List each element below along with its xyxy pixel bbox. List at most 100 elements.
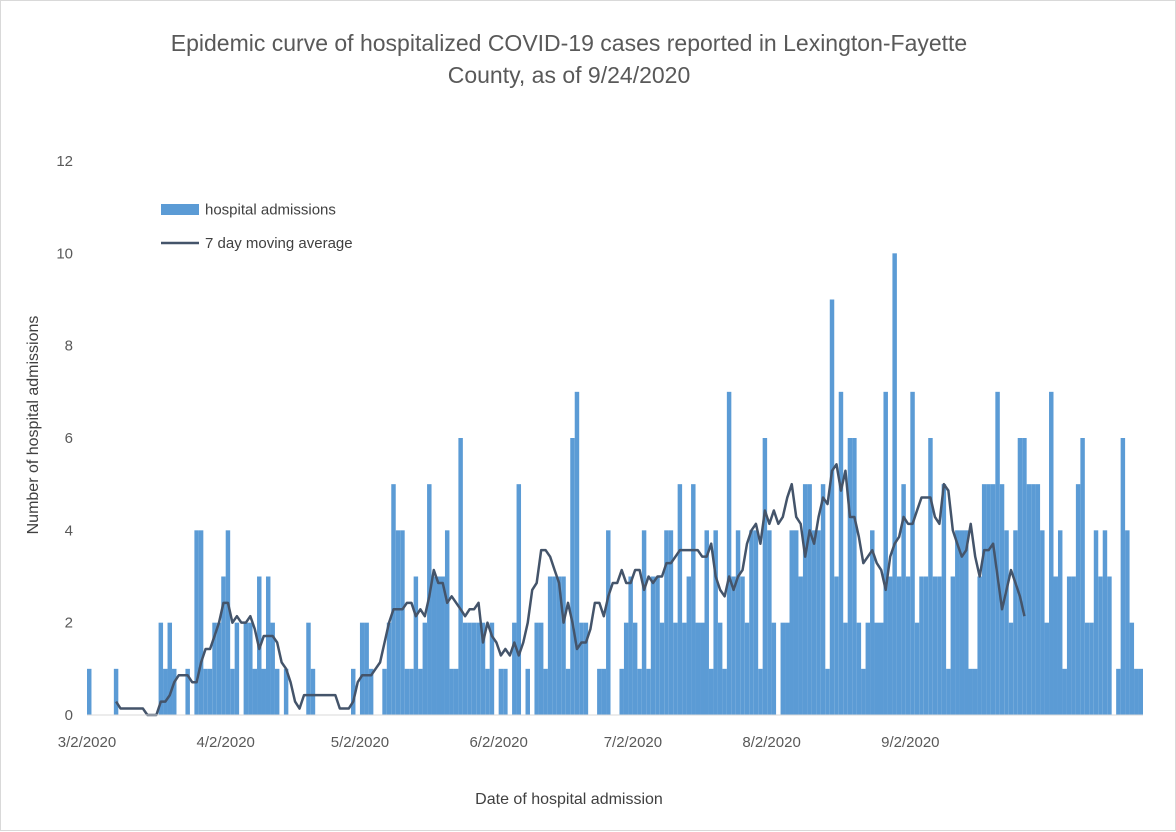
y-tick-label: 2 bbox=[65, 615, 73, 632]
bar bbox=[852, 438, 857, 715]
bar bbox=[735, 530, 741, 715]
bar bbox=[87, 668, 92, 715]
bar bbox=[762, 438, 768, 715]
bar bbox=[847, 438, 853, 715]
bar bbox=[261, 668, 266, 715]
bar bbox=[485, 668, 490, 715]
x-axis-label: Date of hospital admission bbox=[475, 791, 663, 808]
bar bbox=[1053, 576, 1058, 715]
bar bbox=[234, 622, 240, 715]
legend: hospital admissions 7 day moving average bbox=[161, 202, 353, 252]
x-tick-label: 3/2/2020 bbox=[58, 734, 116, 751]
bar bbox=[623, 622, 629, 715]
bar bbox=[207, 668, 213, 715]
x-tick-label: 5/2/2020 bbox=[331, 734, 389, 751]
bar bbox=[306, 622, 311, 715]
bar bbox=[950, 576, 956, 715]
bar bbox=[597, 668, 602, 715]
bar bbox=[1116, 668, 1121, 715]
bar bbox=[579, 622, 584, 715]
bar bbox=[807, 484, 812, 715]
bar bbox=[910, 391, 915, 715]
bar bbox=[758, 668, 763, 715]
bar bbox=[695, 622, 701, 715]
bar bbox=[444, 530, 450, 715]
legend-line-label: 7 day moving average bbox=[205, 235, 353, 252]
bar bbox=[225, 530, 231, 715]
bar bbox=[802, 484, 808, 715]
x-axis-ticks: 3/2/2020 4/2/2020 5/2/2020 6/2/2020 7/2/2020… bbox=[58, 734, 940, 751]
bar bbox=[198, 530, 204, 715]
bar bbox=[243, 622, 249, 715]
bar bbox=[570, 438, 575, 715]
moving-average-line bbox=[115, 463, 1026, 717]
bar bbox=[740, 576, 745, 715]
bar bbox=[713, 530, 718, 715]
bar bbox=[896, 576, 902, 715]
bar bbox=[1004, 530, 1009, 715]
bar bbox=[1071, 576, 1076, 715]
bar bbox=[386, 622, 392, 715]
bar bbox=[1102, 530, 1108, 715]
bar bbox=[203, 668, 208, 715]
bar bbox=[158, 622, 164, 715]
bar bbox=[771, 622, 777, 715]
bar bbox=[682, 622, 687, 715]
bar bbox=[981, 484, 987, 715]
bar bbox=[601, 668, 607, 715]
bar bbox=[901, 484, 906, 715]
bar bbox=[928, 438, 933, 715]
bar bbox=[516, 484, 522, 715]
bar bbox=[1062, 668, 1067, 715]
bar bbox=[525, 668, 530, 715]
bar bbox=[1035, 484, 1041, 715]
bar bbox=[221, 576, 226, 715]
bar bbox=[265, 576, 271, 715]
bar bbox=[686, 576, 692, 715]
bar-series bbox=[87, 253, 1143, 715]
bar bbox=[637, 668, 642, 715]
bar bbox=[977, 576, 982, 715]
bar bbox=[185, 668, 190, 715]
bar bbox=[731, 576, 736, 715]
bar bbox=[404, 668, 410, 715]
bar bbox=[789, 530, 794, 715]
x-tick-label: 6/2/2020 bbox=[469, 734, 527, 751]
bar bbox=[673, 622, 678, 715]
bar bbox=[1120, 438, 1126, 715]
bar bbox=[856, 622, 862, 715]
bar bbox=[999, 484, 1005, 715]
bar bbox=[252, 668, 258, 715]
bar bbox=[274, 668, 280, 715]
bar bbox=[449, 668, 454, 715]
bar bbox=[1089, 622, 1094, 715]
bar bbox=[941, 484, 947, 715]
bar bbox=[561, 576, 566, 715]
bar bbox=[986, 484, 991, 715]
bar bbox=[216, 622, 222, 715]
bar bbox=[458, 438, 463, 715]
bar bbox=[368, 668, 374, 715]
bar bbox=[749, 530, 754, 715]
bar bbox=[543, 668, 548, 715]
bar bbox=[1107, 576, 1112, 715]
bar bbox=[838, 391, 844, 715]
bar bbox=[556, 576, 562, 715]
y-tick-label: 4 bbox=[65, 522, 73, 539]
bar bbox=[668, 530, 674, 715]
bar bbox=[172, 668, 177, 715]
bar bbox=[1040, 530, 1045, 715]
bar bbox=[480, 622, 486, 715]
bar bbox=[959, 530, 965, 715]
bar bbox=[194, 530, 199, 715]
bar bbox=[547, 576, 553, 715]
bar bbox=[955, 530, 960, 715]
bar bbox=[422, 622, 428, 715]
bar bbox=[310, 668, 316, 715]
bar bbox=[646, 668, 651, 715]
y-tick-label: 6 bbox=[65, 430, 73, 447]
bar bbox=[1017, 438, 1023, 715]
x-tick-label: 8/2/2020 bbox=[742, 734, 800, 751]
bar bbox=[574, 391, 580, 715]
